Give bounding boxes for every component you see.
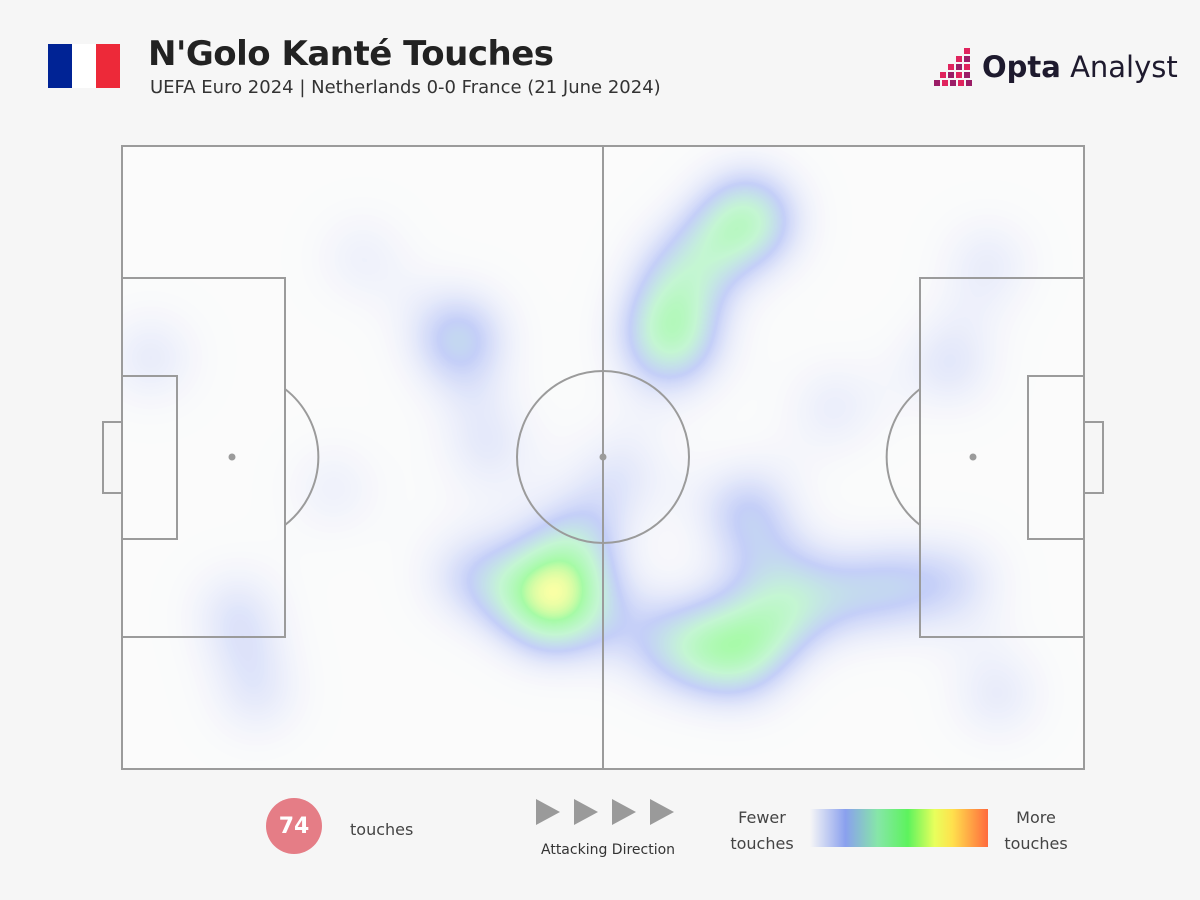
right-penalty-spot: [969, 453, 977, 461]
attacking-direction-arrows: [536, 799, 674, 825]
direction-arrow-icon: [650, 799, 674, 825]
heatmap-color-scale: [810, 809, 988, 847]
heatmap-hotspot-14: [580, 428, 665, 512]
heatmap-hotspot-1: [528, 498, 621, 591]
opta-analyst-logo-icon: [934, 48, 972, 86]
heatmap-hotspot-18: [214, 652, 299, 737]
heatmap-hotspot-6: [700, 466, 795, 561]
heatmap-hotspot-20: [955, 652, 1040, 737]
page-title: N'Golo Kanté Touches: [148, 34, 554, 74]
attacking-direction-label: Attacking Direction: [541, 842, 676, 858]
opta-analyst-logo: Opta Analyst: [934, 46, 1178, 88]
match-subtitle: UEFA Euro 2024 | Netherlands 0-0 France …: [150, 77, 661, 98]
center-spot: [599, 453, 607, 461]
logo-brand: Opta: [982, 50, 1061, 84]
flag-stripe-red: [96, 44, 120, 88]
flag-stripe-blue: [48, 44, 72, 88]
logo-text: Opta Analyst: [982, 50, 1178, 84]
touch-count-badge: 74: [266, 798, 322, 854]
heatmap-hotspot-17: [194, 570, 281, 657]
scale-high-label: More touches: [1002, 805, 1070, 857]
heatmap-hotspot-22: [293, 448, 374, 529]
heatmap-hotspot-15: [906, 321, 993, 408]
france-flag: [48, 44, 120, 88]
scale-low-label: Fewer touches: [730, 805, 794, 857]
heatmap-hotspot-10: [695, 168, 800, 273]
heatmap-hotspot-8: [915, 538, 1003, 626]
pitch-lines: [102, 145, 1104, 770]
scale-low-line2: touches: [730, 834, 794, 853]
heatmap-hotspot-4: [623, 597, 718, 692]
heatmap-hotspot-11: [633, 224, 727, 317]
heatmap-hotspot-2: [424, 531, 513, 621]
left-penalty-spot: [228, 453, 236, 461]
heatmap-hotspot-12: [410, 290, 508, 388]
right-goal: [1083, 421, 1104, 494]
scale-high-line1: More: [1016, 808, 1056, 827]
left-penalty-arc: [284, 388, 320, 526]
legend: 74 touches Attacking Direction Fewer touc…: [0, 795, 1200, 875]
heatmap-hotspot-13: [445, 402, 531, 488]
heatmap-hotspot-5: [747, 552, 844, 649]
heatmap-hotspots: [122, 168, 1040, 737]
touch-count-label: touches: [350, 820, 414, 839]
heatmap-hotspot-21: [322, 217, 403, 299]
direction-arrow-icon: [612, 799, 636, 825]
center-circle: [516, 370, 690, 544]
flag-stripe-white: [72, 44, 96, 88]
scale-high-line2: touches: [1004, 834, 1068, 853]
right-penalty-arc: [885, 388, 921, 526]
left-goal: [102, 421, 123, 494]
scale-low-line1: Fewer: [738, 808, 786, 827]
logo-product: Analyst: [1070, 50, 1178, 84]
heatmap-hotspot-16: [946, 222, 1030, 306]
heatmap-hotspot-7: [835, 542, 929, 635]
heatmap-hotspot-23: [792, 366, 876, 449]
direction-arrow-icon: [536, 799, 560, 825]
heatmap-hotspot-19: [122, 315, 193, 400]
direction-arrow-icon: [574, 799, 598, 825]
